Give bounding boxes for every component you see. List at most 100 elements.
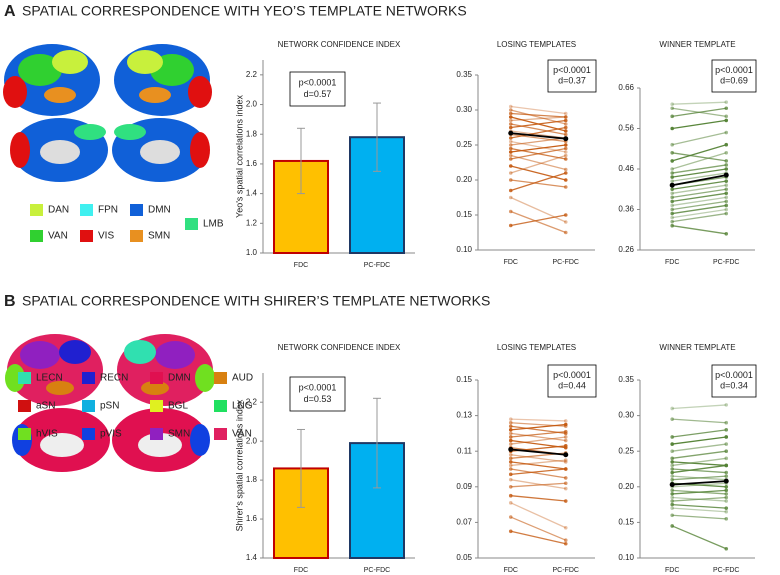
subject-point — [724, 183, 729, 187]
annotation-box — [289, 71, 346, 107]
x-tick-label: FDC — [294, 262, 308, 269]
legend-label: hVIS — [36, 429, 58, 440]
x-tick-label: FDC — [504, 259, 518, 266]
subject-point — [508, 417, 513, 421]
subject-line — [510, 468, 566, 479]
x-tick-label: PC-FDC — [713, 259, 739, 266]
y-tick-label: 1.4 — [246, 189, 258, 198]
subject-line — [671, 525, 727, 550]
subject-point — [724, 435, 729, 439]
subject-point — [724, 159, 729, 163]
legend-label: RECN — [100, 373, 128, 384]
subject-point — [724, 100, 729, 104]
subject-point — [724, 485, 729, 489]
y-tick-label: 0.11 — [457, 446, 473, 455]
legend-swatch — [80, 230, 93, 242]
subject-point — [508, 164, 513, 168]
mean-point — [669, 482, 675, 488]
annotation: p<0.0001 — [715, 370, 753, 380]
subject-point — [563, 444, 568, 448]
legend-swatch — [82, 428, 95, 440]
subject-point — [724, 449, 729, 454]
subject-line — [672, 429, 727, 438]
subject-point — [563, 538, 568, 542]
subject-point — [563, 230, 568, 235]
subject-point — [508, 153, 513, 158]
subject-point — [670, 495, 674, 500]
mean-point — [508, 130, 514, 136]
subject-line — [672, 489, 727, 495]
legend-swatch — [30, 230, 43, 242]
subject-point — [563, 467, 568, 471]
subject-line — [672, 192, 727, 203]
subject-point — [670, 460, 674, 464]
subject-point — [724, 499, 729, 503]
subject-point — [508, 485, 513, 489]
subject-point — [670, 175, 674, 179]
subject-point — [563, 185, 568, 189]
y-tick-label: 2.0 — [246, 436, 258, 445]
annotation-box — [711, 59, 757, 93]
subject-point — [508, 157, 513, 161]
chart-title: NETWORK CONFIDENCE INDEX — [278, 40, 401, 49]
subject-point — [724, 509, 729, 514]
annotation: d=0.34 — [720, 381, 748, 391]
subject-point — [724, 506, 729, 510]
y-tick-label: 0.25 — [456, 140, 472, 149]
subject-point — [670, 406, 674, 411]
legend-label: VIS — [98, 231, 114, 242]
subject-point — [670, 114, 674, 119]
subject-point — [508, 188, 513, 193]
subject-point — [724, 232, 729, 236]
subject-line — [510, 530, 566, 545]
subject-point — [563, 541, 568, 546]
y-tick-label: 0.36 — [618, 205, 634, 214]
legend-label: AUD — [232, 373, 253, 384]
subject-point — [508, 424, 513, 429]
legend-swatch — [150, 400, 163, 412]
subject-line — [510, 495, 566, 502]
subject-point — [724, 463, 729, 468]
subject-line — [672, 107, 727, 117]
subject-point — [563, 220, 568, 224]
subject-point — [724, 474, 729, 478]
subject-point — [508, 118, 513, 123]
legend-swatch — [82, 372, 95, 384]
subject-point — [563, 132, 568, 137]
subject-line — [672, 457, 727, 467]
subject-point — [563, 115, 568, 119]
subject-line — [672, 152, 727, 162]
subject-point — [670, 215, 674, 220]
subject-point — [508, 452, 513, 457]
subject-point — [563, 118, 568, 123]
subject-point — [563, 143, 568, 147]
annotation-box — [711, 364, 757, 398]
legend-swatch — [18, 400, 31, 412]
subject-line — [672, 507, 727, 513]
y-tick-label: 0.46 — [618, 164, 634, 173]
subject-point — [563, 438, 568, 443]
mean-point — [723, 172, 729, 178]
mean-point — [563, 452, 569, 458]
y-tick-label: 2.2 — [246, 397, 258, 406]
subject-point — [670, 502, 674, 507]
subject-point — [563, 476, 568, 480]
subject-point — [508, 428, 513, 432]
subject-point — [508, 493, 513, 498]
subject-point — [670, 191, 674, 196]
subject-point — [508, 136, 513, 140]
subject-line — [672, 503, 727, 509]
subject-point — [670, 463, 674, 468]
subject-point — [670, 142, 674, 147]
y-tick-label: 0.35 — [618, 375, 634, 384]
subject-point — [724, 187, 729, 192]
subject-point — [724, 191, 729, 196]
chart-title: WINNER TEMPLATE — [659, 40, 735, 49]
chart-title: LOSING TEMPLATES — [497, 343, 576, 352]
chart-title: LOSING TEMPLATES — [497, 40, 576, 49]
subject-line — [510, 112, 566, 118]
subject-point — [563, 167, 568, 172]
subject-point — [670, 159, 674, 163]
subject-line — [672, 164, 727, 174]
subject-point — [724, 470, 729, 475]
